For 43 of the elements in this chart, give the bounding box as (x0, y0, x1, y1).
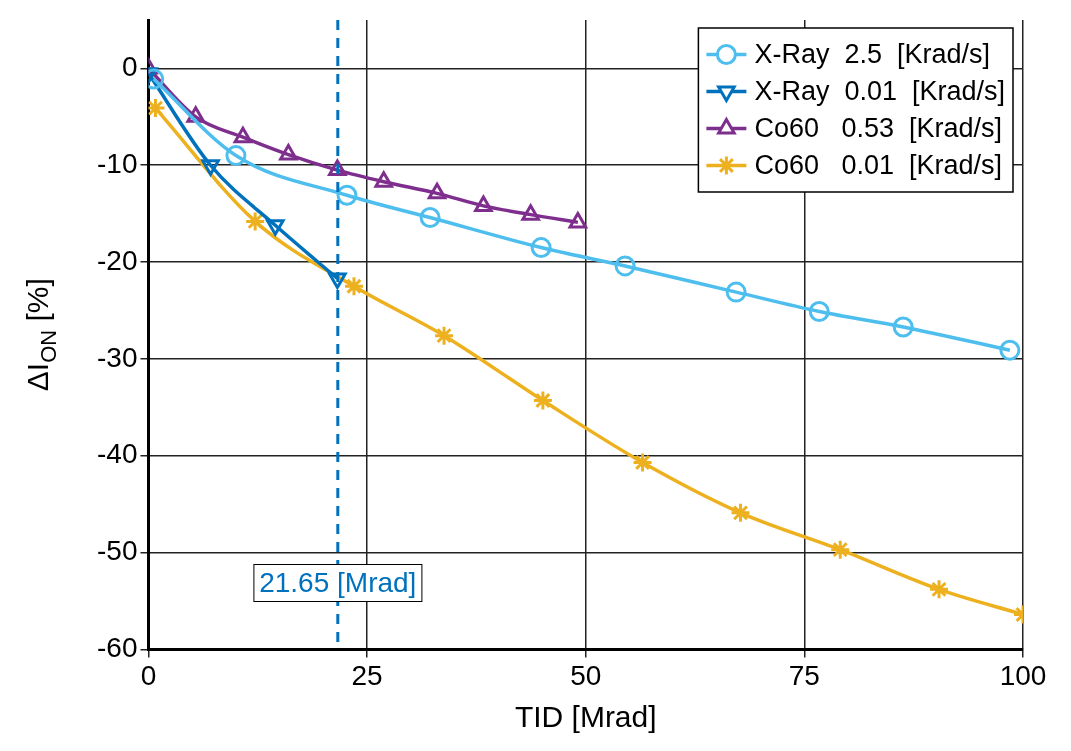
point (343, 275, 365, 297)
y-tick-label: 0 (121, 51, 138, 83)
y-tick-label: -10 (97, 147, 138, 179)
x-tick-label: 25 (351, 659, 383, 691)
ref-line-label: 21.65 [Mrad] (253, 564, 423, 603)
point (233, 126, 253, 144)
point (568, 211, 588, 229)
point (521, 204, 540, 221)
point (725, 281, 747, 303)
point (374, 171, 394, 188)
point (999, 339, 1021, 361)
legend-label: X-Ray 2.5 [Krad/s] (754, 38, 990, 69)
point (336, 184, 358, 206)
y-tick-label: -30 (97, 341, 138, 373)
point (808, 300, 830, 322)
point (829, 539, 851, 561)
point (632, 452, 654, 474)
point (530, 237, 552, 259)
x-axis-title: TID [Mrad] (514, 700, 657, 734)
x-tick-label: 75 (788, 659, 820, 691)
point (892, 316, 914, 338)
y-axis-title: ΔION [%] (21, 278, 62, 392)
point (427, 182, 447, 200)
x-tick-label: 50 (570, 659, 602, 691)
point (328, 159, 347, 177)
point (532, 390, 554, 412)
point (730, 502, 752, 524)
y-tick-label: -40 (97, 438, 138, 470)
point (419, 207, 441, 229)
point (474, 195, 493, 212)
y-tick-label: -50 (97, 535, 138, 567)
point (279, 144, 298, 161)
point (928, 578, 950, 600)
x-tick-label: 100 (999, 659, 1047, 691)
y-tick-label: -20 (97, 244, 138, 276)
point (244, 210, 266, 232)
point (433, 325, 455, 347)
point (225, 145, 247, 167)
legend-label: X-Ray 0.01 [Krad/s] (754, 75, 1005, 106)
y-tick-label: -60 (97, 632, 138, 664)
point (614, 255, 636, 277)
legend-label: Co60 0.01 [Krad/s] (754, 149, 1003, 180)
legend-label: Co60 0.53 [Krad/s] (754, 112, 1003, 143)
